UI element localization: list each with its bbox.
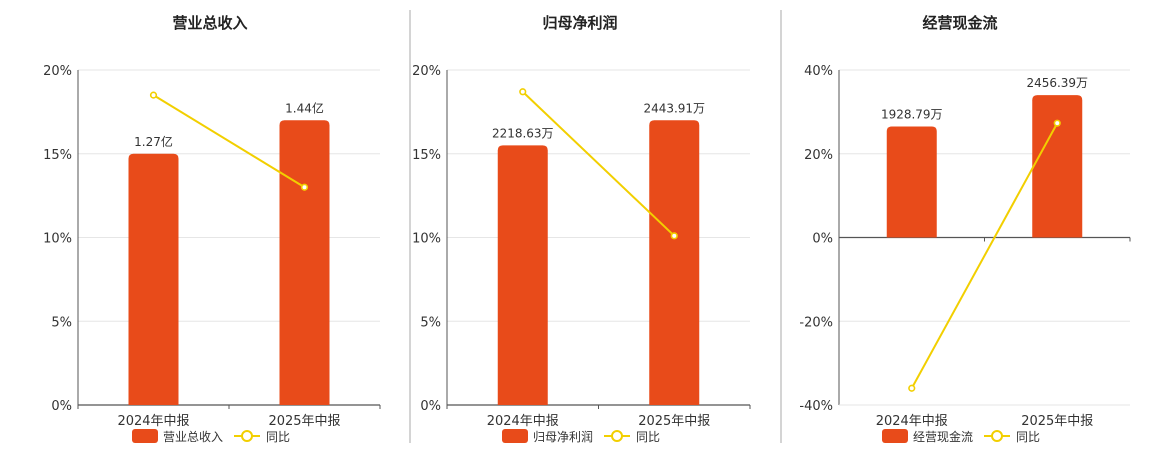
y-tick-label: 0%: [812, 232, 833, 247]
y-tick-label: -40%: [799, 399, 833, 414]
y-tick-label: 40%: [804, 64, 833, 79]
chart-title: 归母净利润: [542, 14, 617, 32]
bar-data-label: 2456.39万: [1026, 76, 1088, 90]
legend-line-marker: [991, 430, 1003, 442]
y-tick-label: 10%: [412, 232, 441, 247]
bar: [497, 145, 548, 405]
x-category-label: 2025年中报: [268, 414, 340, 429]
x-category-label: 2024年中报: [876, 414, 948, 429]
yoy-point: [908, 384, 916, 392]
bar-data-label: 1.44亿: [285, 100, 324, 115]
bar-data-label: 2443.91万: [643, 101, 705, 115]
bar: [279, 120, 330, 405]
chart-panel: 经营现金流 -40% -20% 0% 20% 40% 1928.79万 2456.39万 202…: [799, 14, 1131, 444]
y-tick-label: 10%: [43, 232, 72, 247]
yoy-point: [1053, 119, 1061, 127]
y-tick-label: 20%: [412, 64, 441, 79]
legend-line-label: 同比: [636, 430, 660, 444]
legend-bar-label: 营业总收入: [163, 430, 223, 444]
chart-title: 经营现金流: [922, 14, 997, 32]
legend-line-label: 同比: [266, 430, 290, 444]
y-tick-label: 15%: [43, 148, 72, 163]
chart-title: 营业总收入: [172, 14, 247, 32]
bar: [1032, 95, 1083, 238]
legend-bar-label: 归母净利润: [533, 430, 593, 444]
y-tick-label: 5%: [420, 315, 441, 330]
yoy-line: [910, 122, 1059, 389]
legend-bar-swatch: [132, 429, 158, 443]
yoy-point: [519, 88, 527, 96]
y-tick-label: 5%: [51, 315, 72, 330]
legend-bar-label: 经营现金流: [913, 429, 973, 444]
x-category-label: 2024年中报: [117, 414, 189, 429]
y-tick-label: 20%: [804, 148, 833, 163]
bar-data-label: 2218.63万: [492, 126, 554, 140]
yoy-point: [670, 232, 678, 240]
legend-bar-swatch: [502, 429, 528, 443]
yoy-line: [152, 94, 306, 189]
legend-line-marker: [241, 430, 253, 442]
chart-panel: 营业总收入 0% 5% 10% 15% 20% 1.27亿 1.44亿 2024年中报 2025年…: [43, 14, 381, 444]
yoy-line: [522, 91, 675, 237]
y-tick-label: -20%: [799, 315, 833, 330]
bar-data-label: 1.27亿: [134, 134, 173, 149]
bar-data-label: 1928.79万: [881, 108, 943, 122]
legend-line-label: 同比: [1016, 430, 1040, 444]
yoy-point: [149, 91, 158, 99]
legend-line-marker: [611, 430, 623, 442]
x-category-label: 2024年中报: [487, 414, 559, 429]
bar: [128, 153, 179, 405]
chart-panel: 归母净利润 0% 5% 10% 15% 20% 2218.63万 2443.91万 2024年中…: [412, 14, 751, 444]
bar: [649, 120, 700, 405]
yoy-point: [300, 183, 309, 191]
legend-bar-swatch: [882, 429, 908, 443]
y-tick-label: 0%: [51, 399, 72, 414]
y-tick-label: 0%: [420, 399, 441, 414]
bar: [886, 126, 937, 238]
y-tick-label: 15%: [412, 148, 441, 163]
x-category-label: 2025年中报: [638, 414, 710, 429]
y-tick-label: 20%: [43, 64, 72, 79]
x-category-label: 2025年中报: [1021, 414, 1093, 429]
